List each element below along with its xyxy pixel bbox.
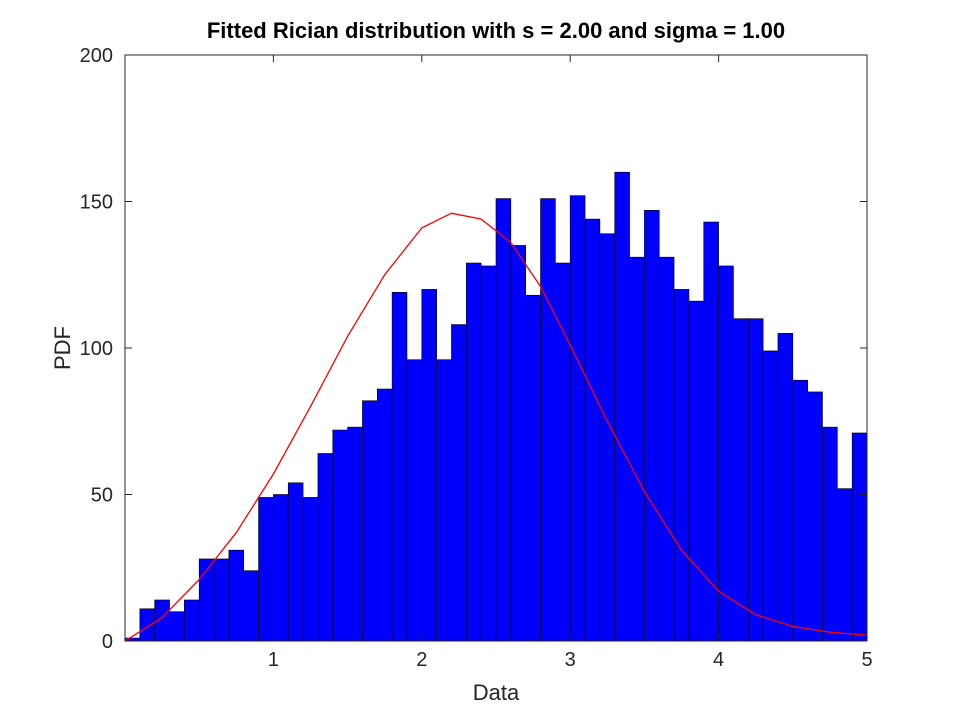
histogram-bar xyxy=(569,195,586,642)
histogram-bar xyxy=(317,453,334,642)
histogram-bar xyxy=(258,497,274,642)
histogram-bar xyxy=(614,171,630,642)
histogram-bar xyxy=(599,233,616,642)
histogram-bar xyxy=(287,482,304,642)
x-tick-label: 2 xyxy=(416,649,427,671)
histogram-bar xyxy=(807,391,823,642)
histogram-bar xyxy=(466,262,482,642)
x-axis-ticks: 1 2 3 4 5 xyxy=(268,55,873,671)
y-tick-label: 0 xyxy=(102,631,113,653)
histogram-bar xyxy=(302,497,319,642)
x-tick-label: 1 xyxy=(268,649,279,671)
histogram-bar xyxy=(851,432,868,642)
histogram-bar xyxy=(451,324,467,642)
histogram-bar xyxy=(837,488,853,642)
histogram-bar xyxy=(510,245,526,642)
histogram-bar xyxy=(658,256,675,642)
histogram-bar xyxy=(347,426,363,642)
histogram-bar xyxy=(733,318,749,642)
fitted-rician-curve xyxy=(124,212,868,642)
histogram-bar xyxy=(273,494,289,642)
histogram-bar xyxy=(332,429,348,642)
histogram-bar xyxy=(644,209,660,642)
histogram-bar xyxy=(213,558,230,642)
x-axis-label: Data xyxy=(473,680,520,705)
fitted-curve-layer xyxy=(124,212,868,642)
histogram-bar xyxy=(822,426,838,642)
histogram-bar xyxy=(421,289,437,642)
histogram-bar xyxy=(584,218,601,642)
histogram-bar xyxy=(777,333,794,642)
histogram-bar xyxy=(243,570,259,642)
histogram-bar xyxy=(228,549,245,642)
histogram-bar xyxy=(480,265,497,642)
histogram-bars xyxy=(124,171,868,642)
y-axis-ticks: 0 50 100 150 200 xyxy=(80,45,867,653)
histogram-bar xyxy=(184,599,200,642)
chart-title: Fitted Rician distribution with s = 2.00… xyxy=(207,18,785,43)
histogram-bar xyxy=(525,294,541,642)
histogram-bar xyxy=(718,265,734,642)
histogram-bar xyxy=(362,400,378,642)
histogram-bar xyxy=(792,379,808,642)
histogram-bar xyxy=(762,350,779,642)
histogram-bar xyxy=(376,388,393,642)
histogram-bar xyxy=(406,359,423,642)
histogram-bar xyxy=(747,318,764,642)
histogram-bar xyxy=(139,608,155,642)
y-tick-label: 200 xyxy=(80,45,113,67)
x-tick-label: 3 xyxy=(565,649,576,671)
y-tick-label: 100 xyxy=(80,338,113,360)
x-tick-label: 4 xyxy=(713,649,724,671)
x-tick-label: 5 xyxy=(861,649,872,671)
histogram-bar xyxy=(673,289,690,642)
histogram-bar xyxy=(198,558,215,642)
y-tick-label: 150 xyxy=(80,192,113,214)
histogram-bar xyxy=(436,359,452,642)
histogram-bar xyxy=(629,256,645,642)
histogram-bar xyxy=(391,292,408,642)
y-tick-label: 50 xyxy=(91,485,113,507)
histogram-bar xyxy=(495,198,512,642)
y-axis-label: PDF xyxy=(50,326,75,370)
histogram-bar xyxy=(688,300,705,642)
histogram-bar xyxy=(169,611,185,642)
histogram-bar xyxy=(540,198,556,642)
